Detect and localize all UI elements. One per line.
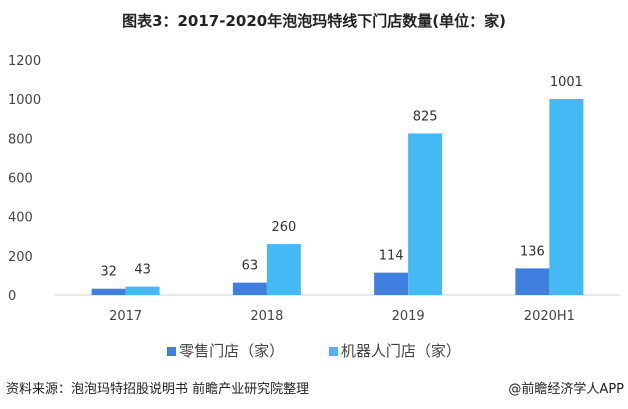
data-label: 114 xyxy=(379,249,404,264)
x-tick-label: 2018 xyxy=(250,309,283,324)
y-tick-label: 200 xyxy=(8,250,33,265)
legend-swatch-robot xyxy=(328,347,338,356)
data-label: 43 xyxy=(134,263,151,278)
x-tick-label: 2017 xyxy=(109,309,142,324)
data-label: 825 xyxy=(413,109,438,124)
data-label: 63 xyxy=(242,259,259,274)
y-tick-label: 600 xyxy=(8,172,33,187)
x-tick-label: 2020H1 xyxy=(524,309,575,324)
data-label: 260 xyxy=(271,220,296,235)
y-tick-label: 400 xyxy=(8,211,33,226)
legend-swatch-retail xyxy=(167,347,177,356)
chart-title: 图表3：2017-2020年泡泡玛特线下门店数量(单位：家) xyxy=(122,12,506,30)
legend-item-robot: 机器人门店（家） xyxy=(328,340,461,361)
data-label: 32 xyxy=(100,265,117,280)
x-tick-label: 2019 xyxy=(392,309,425,324)
y-tick-label: 0 xyxy=(8,289,16,304)
data-label: 1001 xyxy=(550,75,583,90)
bar-robot xyxy=(549,98,584,296)
bar-retail xyxy=(91,288,126,295)
bar-robot xyxy=(408,133,443,295)
legend: 零售门店（家） 机器人门店（家） xyxy=(0,340,628,361)
data-label: 136 xyxy=(520,244,545,259)
bar-robot xyxy=(125,286,160,295)
source-note: 资料来源：泡泡玛特招股说明书 前瞻产业研究院整理 xyxy=(6,382,310,397)
bar-robot xyxy=(266,244,301,295)
bar-retail xyxy=(515,268,550,295)
legend-label-robot: 机器人门店（家） xyxy=(340,342,461,360)
bar-retail xyxy=(232,282,267,295)
y-tick-label: 800 xyxy=(8,132,33,147)
y-tick-label: 1200 xyxy=(8,54,41,69)
y-tick-label: 1000 xyxy=(8,93,41,108)
bar-retail xyxy=(374,272,409,295)
brand-credit: @前瞻经济学人APP xyxy=(508,382,624,397)
legend-label-retail: 零售门店（家） xyxy=(179,342,285,360)
legend-item-retail: 零售门店（家） xyxy=(167,340,284,361)
